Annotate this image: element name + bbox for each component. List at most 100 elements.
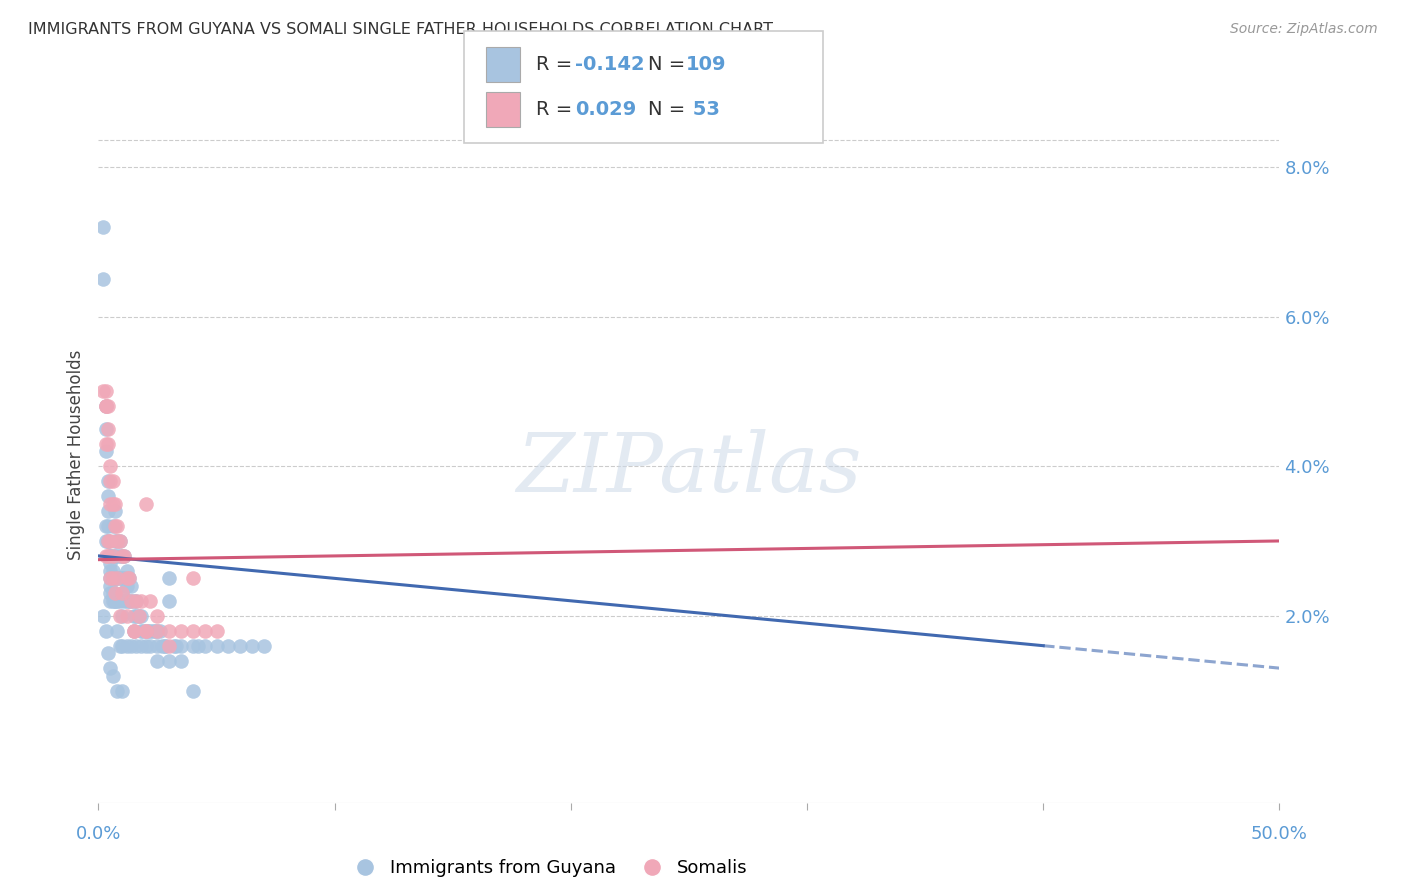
Point: [111, 549, 134, 563]
Point: [108, 594, 131, 608]
Text: R =: R =: [536, 100, 578, 119]
Point: [94, 399, 117, 413]
Point: [129, 594, 152, 608]
Point: [115, 571, 138, 585]
Point: [94, 519, 117, 533]
Point: [146, 639, 169, 653]
Text: IMMIGRANTS FROM GUYANA VS SOMALI SINGLE FATHER HOUSEHOLDS CORRELATION CHART: IMMIGRANTS FROM GUYANA VS SOMALI SINGLE …: [28, 22, 773, 37]
Point: [217, 639, 239, 653]
Point: [128, 608, 150, 623]
Point: [97, 489, 120, 503]
Point: [101, 564, 124, 578]
Point: [122, 624, 145, 638]
Point: [163, 639, 186, 653]
Point: [104, 594, 127, 608]
Point: [108, 533, 131, 548]
Point: [115, 564, 138, 578]
Point: [135, 497, 157, 511]
Point: [181, 571, 204, 585]
Point: [108, 639, 131, 653]
Point: [157, 594, 180, 608]
Point: [104, 571, 127, 585]
Point: [101, 549, 124, 563]
Point: [97, 436, 120, 450]
Point: [97, 549, 120, 563]
Text: 0.0%: 0.0%: [76, 825, 121, 843]
Point: [101, 549, 124, 563]
Text: N =: N =: [648, 100, 692, 119]
Point: [112, 571, 135, 585]
Point: [104, 594, 127, 608]
Point: [98, 549, 121, 563]
Point: [136, 624, 159, 638]
Point: [112, 549, 135, 563]
Point: [91, 608, 114, 623]
Point: [98, 564, 121, 578]
Point: [157, 624, 180, 638]
Point: [108, 549, 131, 563]
Point: [98, 579, 121, 593]
Point: [146, 608, 169, 623]
Point: [98, 459, 121, 474]
Text: 109: 109: [686, 55, 727, 74]
Point: [121, 594, 143, 608]
Point: [97, 533, 120, 548]
Y-axis label: Single Father Households: Single Father Households: [67, 350, 86, 560]
Point: [94, 624, 117, 638]
Text: ZIPatlas: ZIPatlas: [516, 429, 862, 508]
Point: [146, 624, 169, 638]
Point: [104, 549, 127, 563]
Point: [128, 608, 150, 623]
Point: [91, 219, 114, 234]
Point: [165, 639, 187, 653]
Point: [105, 624, 128, 638]
Point: [181, 639, 204, 653]
Point: [98, 474, 121, 488]
Point: [97, 474, 120, 488]
Point: [118, 571, 141, 585]
Point: [125, 594, 148, 608]
Point: [125, 608, 148, 623]
Point: [111, 586, 134, 600]
Point: [111, 608, 134, 623]
Point: [129, 639, 152, 653]
Point: [170, 624, 193, 638]
Point: [122, 624, 145, 638]
Point: [205, 624, 228, 638]
Point: [181, 624, 204, 638]
Point: [98, 661, 121, 675]
Point: [121, 639, 143, 653]
Point: [157, 654, 180, 668]
Point: [108, 533, 131, 548]
Point: [146, 654, 169, 668]
Point: [97, 533, 120, 548]
Point: [101, 497, 124, 511]
Point: [108, 608, 131, 623]
Point: [101, 474, 124, 488]
Point: [94, 399, 117, 413]
Point: [98, 586, 121, 600]
Point: [121, 579, 143, 593]
Text: Source: ZipAtlas.com: Source: ZipAtlas.com: [1230, 22, 1378, 37]
Point: [105, 519, 128, 533]
Point: [153, 639, 176, 653]
Point: [111, 549, 134, 563]
Point: [94, 533, 117, 548]
Point: [98, 497, 121, 511]
Point: [112, 549, 135, 563]
Text: -0.142: -0.142: [575, 55, 645, 74]
Point: [104, 497, 127, 511]
Point: [115, 594, 138, 608]
Point: [94, 436, 117, 450]
Point: [108, 571, 131, 585]
Point: [104, 533, 127, 548]
Point: [240, 639, 263, 653]
Point: [105, 594, 128, 608]
Text: 53: 53: [686, 100, 720, 119]
Point: [98, 594, 121, 608]
Point: [98, 557, 121, 571]
Point: [135, 624, 157, 638]
Point: [98, 549, 121, 563]
Point: [97, 399, 120, 413]
Point: [125, 639, 148, 653]
